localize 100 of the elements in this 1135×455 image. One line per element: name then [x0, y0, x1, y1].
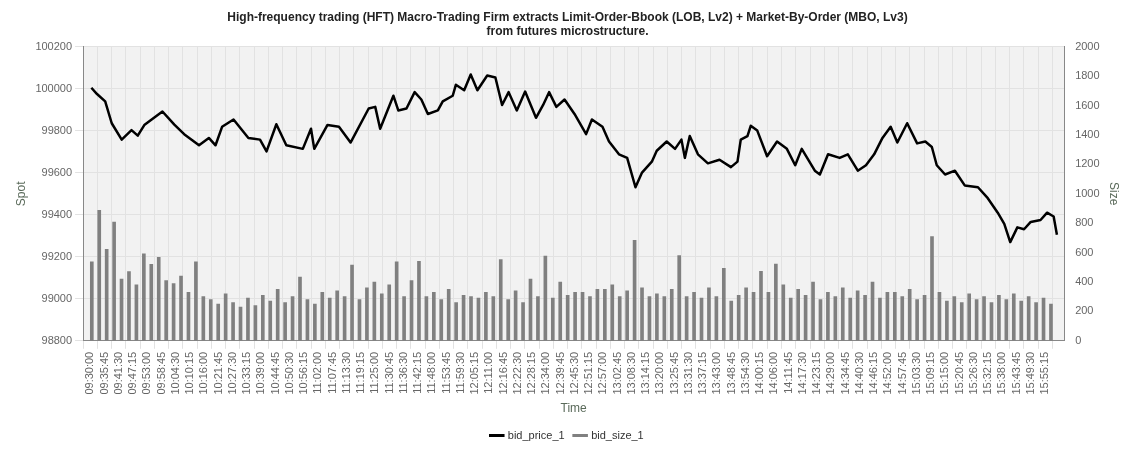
x-tick-label: 14:46:15	[867, 351, 880, 395]
bar	[573, 291, 577, 341]
bar	[1011, 293, 1016, 341]
x-tick-label: 10:44:45	[268, 351, 281, 395]
x-tick-label: 14:40:30	[852, 351, 865, 395]
bar	[313, 303, 317, 341]
y2-tick-label: 600	[1075, 245, 1094, 258]
bar	[967, 293, 972, 341]
x-tick-label: 11:13:30	[339, 351, 352, 394]
bar	[104, 249, 109, 341]
bar	[149, 264, 154, 341]
bar	[707, 287, 711, 341]
bar	[677, 255, 682, 341]
y2-tick-label: 1000	[1075, 186, 1100, 199]
bar	[275, 289, 280, 341]
chart-title: High-frequency trading (HFT) Macro-Trading Firm extracts Limit-Order-Bbook (LOB, Lv2) + Market-By-Order (MBO, Lv3) from futures microstructure.	[227, 9, 908, 38]
bar	[298, 276, 302, 341]
y2-tick-label: 1200	[1075, 157, 1100, 170]
bar	[617, 296, 622, 341]
x-tick-label: 12:57:00	[596, 351, 609, 395]
x-tick-label: 11:07:45	[325, 351, 338, 394]
x-tick-label: 13:20:00	[653, 351, 666, 395]
x-tick-label: 09:35:45	[97, 351, 110, 395]
bar	[997, 294, 1001, 341]
y2-tick-label: 1600	[1075, 98, 1100, 111]
bar	[156, 257, 161, 341]
x-tick-label: 11:25:00	[368, 351, 381, 394]
x-tick-label: 10:27:30	[225, 351, 238, 395]
y-tick-label: 100200	[35, 39, 73, 52]
bar	[335, 290, 339, 341]
y2-tick-label: 200	[1075, 304, 1094, 317]
bar	[907, 289, 912, 341]
y-tick-label: 99000	[41, 291, 73, 304]
y2-tick-label: 0	[1075, 333, 1082, 346]
bar	[840, 287, 845, 341]
x-tick-label: 15:55:15	[1038, 351, 1051, 395]
bar	[781, 284, 786, 341]
x-tick-label: 09:47:15	[126, 351, 139, 395]
x-tick-label: 12:34:00	[539, 351, 552, 395]
x-tick-label: 13:43:00	[710, 351, 723, 395]
x-tick-label: 11:53:45	[439, 351, 452, 394]
bar	[387, 284, 392, 341]
bar	[625, 290, 629, 341]
bar	[194, 261, 198, 341]
x-tick-label: 14:52:00	[881, 351, 894, 395]
x-tick-label: 10:39:00	[254, 351, 267, 395]
y-tick-label: 98800	[41, 333, 73, 346]
x-tick-label: 15:09:15	[924, 351, 937, 395]
bar	[603, 289, 607, 341]
bar	[246, 297, 250, 341]
x-tick-label: 09:30:00	[83, 351, 96, 395]
bar	[893, 291, 897, 341]
bar	[454, 302, 458, 341]
bar	[506, 299, 511, 341]
x-tick-label: 10:10:15	[183, 351, 196, 395]
x-tick-label: 13:31:30	[681, 351, 694, 395]
bar	[89, 261, 94, 341]
x-tick-label: 10:16:00	[197, 351, 210, 395]
y2-tick-label: 2000	[1075, 39, 1100, 52]
bar	[320, 291, 325, 341]
x-tick-label: 15:15:00	[938, 351, 951, 395]
x-tick-label: 14:00:15	[753, 351, 766, 395]
bar	[811, 281, 815, 341]
bar	[945, 300, 949, 341]
x-tick-label: 13:02:45	[610, 351, 623, 395]
bar	[327, 297, 332, 341]
bar	[439, 299, 444, 341]
bar	[484, 291, 488, 341]
bar	[915, 299, 919, 341]
x-tick-label: 10:56:15	[297, 351, 310, 395]
bar	[97, 209, 102, 341]
bar	[379, 293, 384, 341]
x-tick-label: 12:11:00	[482, 351, 495, 394]
x-tick-label: 13:14:15	[639, 351, 652, 395]
bar	[402, 296, 406, 341]
bar	[208, 299, 213, 341]
x-tick-label: 11:02:00	[311, 351, 324, 394]
bar	[796, 289, 800, 341]
bar	[127, 271, 131, 341]
y2-tick-label: 1800	[1075, 69, 1100, 82]
x-tick-label: 14:06:00	[767, 351, 780, 395]
bar	[655, 293, 659, 341]
bar	[498, 259, 503, 341]
bar	[662, 296, 667, 341]
y-axis-title: Spot	[13, 180, 28, 207]
x-tick-label: 09:53:00	[140, 351, 153, 395]
bar	[878, 297, 882, 341]
x-tick-label: 13:48:45	[724, 351, 737, 395]
bar	[164, 280, 168, 341]
x-tick-label: 11:19:15	[354, 351, 367, 394]
bar	[952, 296, 957, 341]
bar	[826, 291, 830, 341]
bar	[900, 296, 905, 341]
bar	[759, 270, 763, 341]
y2-axis-title: Size	[1107, 182, 1122, 206]
x-tick-label: 09:58:45	[154, 351, 167, 395]
bar	[446, 289, 451, 341]
bar	[558, 281, 563, 341]
x-tick-label: 14:29:00	[824, 351, 837, 395]
bar	[729, 300, 734, 341]
